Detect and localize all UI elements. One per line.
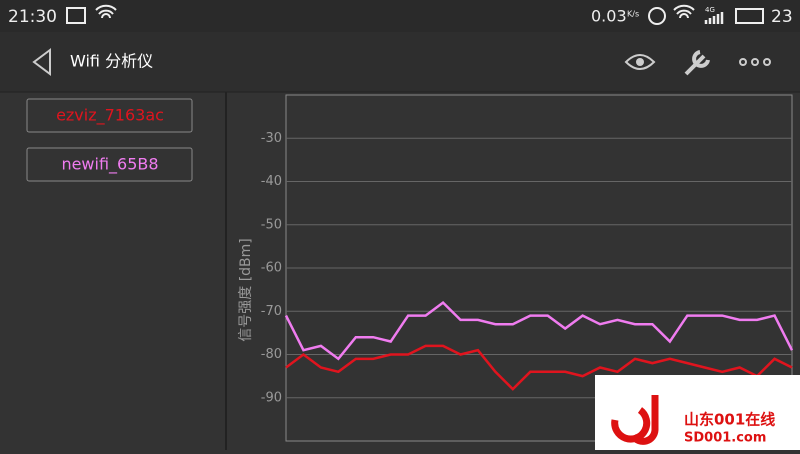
eye-pupil bbox=[636, 58, 644, 66]
network-button[interactable] bbox=[26, 147, 193, 182]
y-tick-label: -50 bbox=[261, 217, 282, 232]
watermark-site: SD001.com bbox=[684, 431, 766, 446]
y-tick-label: -30 bbox=[261, 131, 282, 146]
y-tick-label: -40 bbox=[261, 174, 282, 189]
status-speed: 0.03 bbox=[591, 7, 627, 26]
watermark: 山东001在线 SD001.com bbox=[595, 375, 800, 450]
settings-button[interactable] bbox=[684, 50, 710, 76]
eye-button[interactable] bbox=[624, 54, 656, 70]
image-icon bbox=[66, 7, 86, 24]
y-tick-label: -70 bbox=[261, 304, 282, 319]
network-button[interactable] bbox=[26, 98, 193, 133]
app-bar bbox=[0, 32, 800, 92]
wifi-icon bbox=[673, 4, 695, 19]
signal-line bbox=[284, 300, 794, 361]
more-button[interactable] bbox=[739, 58, 771, 66]
y-axis-label: 信号强度 [dBm] bbox=[238, 238, 254, 342]
network-name: newifi_65B8 bbox=[61, 155, 158, 175]
back-button[interactable] bbox=[32, 48, 51, 76]
battery-icon bbox=[735, 8, 764, 24]
status-bar bbox=[0, 0, 800, 32]
watermark-logo bbox=[611, 395, 659, 445]
signal-line bbox=[285, 344, 793, 391]
network-name: ezviz_7163ac bbox=[56, 106, 164, 126]
y-tick-label: -90 bbox=[261, 390, 282, 405]
y-tick-label: -80 bbox=[261, 347, 282, 362]
signal-icon bbox=[704, 12, 724, 24]
status-network: 4G bbox=[705, 6, 715, 14]
watermark-brand: 山东001在线 bbox=[684, 411, 775, 429]
alarm-icon bbox=[648, 7, 666, 25]
status-battery: 23 bbox=[771, 7, 793, 27]
y-tick-label: -60 bbox=[261, 261, 282, 276]
wifi-icon bbox=[95, 4, 117, 19]
status-speed-unit: K/s bbox=[627, 10, 639, 19]
status-time: 21:30 bbox=[8, 7, 57, 27]
app-title: Wifi 分析仪 bbox=[70, 52, 153, 71]
